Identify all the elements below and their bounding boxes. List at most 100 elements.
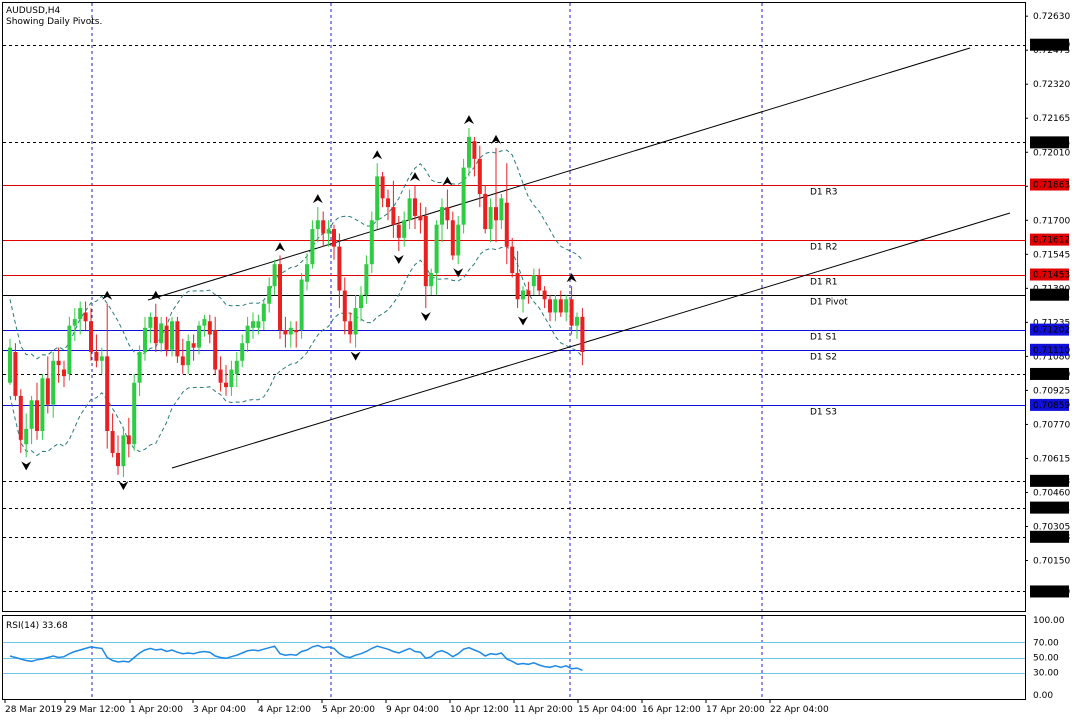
bear-candle bbox=[526, 290, 531, 295]
bear-candle bbox=[110, 431, 115, 453]
bull-candle bbox=[99, 356, 104, 361]
bear-candle bbox=[224, 382, 228, 388]
price-tag-label: 0.70391 bbox=[1033, 504, 1070, 514]
bull-candle bbox=[29, 400, 34, 429]
price-tag-label: 0.72055 bbox=[1033, 138, 1070, 148]
fractal-up-arrow bbox=[275, 242, 285, 252]
fractal-down-arrow bbox=[118, 481, 129, 491]
pivot-label: D1 R2 bbox=[810, 243, 838, 253]
bear-candle bbox=[191, 343, 196, 348]
price-tag-box bbox=[1030, 288, 1069, 301]
pivot-label: D1 S2 bbox=[810, 353, 837, 363]
rsi-tick-label: 100.00 bbox=[1033, 616, 1065, 626]
bull-candle bbox=[531, 275, 536, 287]
bear-candle bbox=[35, 400, 39, 432]
bear-candle bbox=[477, 158, 482, 194]
bear-candle bbox=[13, 351, 18, 396]
bear-candle bbox=[321, 220, 326, 234]
bull-candle bbox=[440, 207, 444, 225]
bull-candle bbox=[186, 341, 191, 366]
fractal-up-arrow bbox=[102, 290, 113, 300]
bear-candle bbox=[569, 299, 574, 326]
bull-candle bbox=[51, 360, 56, 405]
bull-candle bbox=[521, 290, 525, 300]
bear-candle bbox=[472, 141, 477, 159]
time-tick-label: 11 Apr 20:00 bbox=[514, 705, 573, 715]
fractal-up-arrow bbox=[312, 194, 323, 204]
channel-upper-line bbox=[147, 47, 971, 301]
price-tag-box bbox=[1030, 136, 1069, 149]
bull-candle bbox=[256, 321, 261, 328]
fractal-up-arrow bbox=[566, 273, 577, 283]
price-tick-label: 0.71545 bbox=[1033, 250, 1070, 260]
bull-candle bbox=[310, 229, 315, 265]
price-tick-label: 0.70460 bbox=[1033, 488, 1070, 498]
price-tick-label: 0.70770 bbox=[1033, 420, 1070, 430]
price-tick-label: 0.70150 bbox=[1033, 557, 1070, 567]
price-tick-label: 0.71235 bbox=[1033, 318, 1070, 328]
fractal-down-arrow bbox=[420, 312, 431, 322]
candlesticks bbox=[8, 128, 585, 478]
price-tags: 0.72500 0.72055 0.71863 0.71612 0.71453 0.713… bbox=[1030, 38, 1070, 598]
bear-candle bbox=[483, 193, 488, 230]
price-tag-box bbox=[1030, 530, 1069, 543]
rsi-tick-label: 70.00 bbox=[1033, 638, 1059, 648]
bear-candle bbox=[396, 224, 401, 238]
bull-candle bbox=[461, 167, 466, 225]
bull-candle bbox=[467, 136, 471, 168]
bear-candle bbox=[337, 246, 342, 291]
time-tick-label: 4 Apr 12:00 bbox=[258, 705, 311, 715]
bull-candle bbox=[229, 369, 234, 388]
fractal-down-arrow bbox=[21, 461, 32, 471]
price-tag-label: 0.70258 bbox=[1033, 533, 1070, 543]
bull-candle bbox=[159, 323, 164, 344]
bull-candle bbox=[240, 343, 245, 361]
price-tag-label: 0.72500 bbox=[1033, 41, 1070, 51]
rsi-panel: 100.00 70.00 50.00 30.00 0.00 bbox=[3, 616, 1065, 701]
fractal-up-arrow bbox=[410, 172, 420, 182]
bear-candle bbox=[332, 229, 336, 247]
bear-candle bbox=[164, 325, 169, 350]
bull-candle bbox=[121, 435, 126, 467]
price-tick-label: 0.72475 bbox=[1033, 46, 1070, 56]
time-tick-label: 28 Mar 2019 bbox=[5, 705, 62, 715]
bull-candle bbox=[326, 229, 331, 234]
time-tick-label: 17 Apr 20:00 bbox=[706, 705, 765, 715]
price-tag-label: 0.71000 bbox=[1033, 370, 1070, 380]
rsi-tick-label: 30.00 bbox=[1033, 669, 1059, 679]
bear-candle bbox=[580, 316, 585, 352]
bull-candle bbox=[434, 224, 439, 273]
bear-candle bbox=[180, 356, 185, 366]
bull-candle bbox=[375, 176, 380, 221]
bear-candle bbox=[380, 176, 385, 199]
bull-candle bbox=[267, 286, 272, 304]
bull-candle bbox=[299, 279, 304, 331]
rsi-tick-label: 0.00 bbox=[1033, 691, 1053, 701]
bull-candle bbox=[137, 351, 142, 383]
price-tick-label: 0.70615 bbox=[1033, 454, 1070, 464]
price-tick-label: 0.72320 bbox=[1033, 80, 1070, 90]
bear-candle bbox=[537, 275, 542, 291]
price-tag-box bbox=[1030, 343, 1069, 356]
price-tag-label: 0.71202 bbox=[1033, 326, 1070, 336]
bull-candle bbox=[429, 272, 434, 287]
fractal-down-arrow bbox=[518, 316, 528, 326]
time-tick-label: 22 Apr 04:00 bbox=[770, 705, 829, 715]
main-plot-frame bbox=[2, 2, 1026, 612]
bull-candle bbox=[359, 294, 363, 309]
bull-candle bbox=[67, 325, 72, 374]
time-tick-label: 10 Apr 12:00 bbox=[450, 705, 509, 715]
bull-candle bbox=[407, 198, 412, 221]
bull-candle bbox=[143, 327, 147, 352]
bear-candle bbox=[510, 246, 515, 273]
bear-candle bbox=[542, 290, 547, 300]
bull-candle bbox=[553, 299, 558, 313]
price-tick-label: 0.72165 bbox=[1033, 114, 1070, 124]
bull-candle bbox=[234, 360, 239, 374]
bear-candle bbox=[504, 202, 509, 247]
bull-candle bbox=[575, 316, 579, 326]
bear-candle bbox=[294, 330, 299, 333]
bull-candle bbox=[40, 378, 45, 432]
channel-lower-line bbox=[171, 212, 1011, 469]
